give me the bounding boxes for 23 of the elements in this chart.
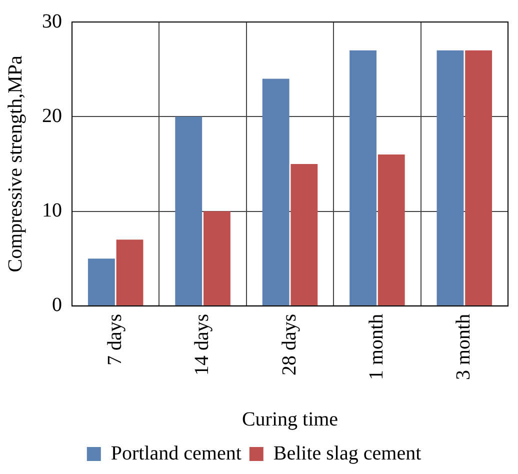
- x-tick-label: 28 days: [278, 314, 300, 376]
- legend-label: Belite slag cement: [273, 442, 422, 464]
- y-tick-label: 0: [52, 294, 62, 316]
- x-tick-label: 1 month: [365, 314, 388, 380]
- bar: [116, 240, 144, 306]
- x-tick-label: 14 days: [191, 314, 214, 376]
- y-tick-label: 30: [42, 10, 62, 32]
- bar: [88, 258, 115, 306]
- x-axis-title: Curing time: [242, 408, 338, 430]
- bar: [204, 211, 230, 306]
- bar: [350, 50, 376, 306]
- bar: [436, 50, 464, 306]
- legend-label: Portland cement: [110, 442, 242, 464]
- bar: [262, 78, 290, 306]
- y-tick-label: 10: [42, 200, 62, 222]
- y-tick-label: 20: [42, 104, 62, 127]
- bar: [465, 50, 492, 306]
- bar: [378, 154, 405, 306]
- y-axis-title: Compressive strength,MPa: [4, 56, 26, 272]
- bar: [290, 164, 318, 306]
- x-tick-label: 3 month: [452, 314, 475, 380]
- bar: [175, 116, 202, 306]
- x-tick-label: 7 days: [104, 314, 126, 366]
